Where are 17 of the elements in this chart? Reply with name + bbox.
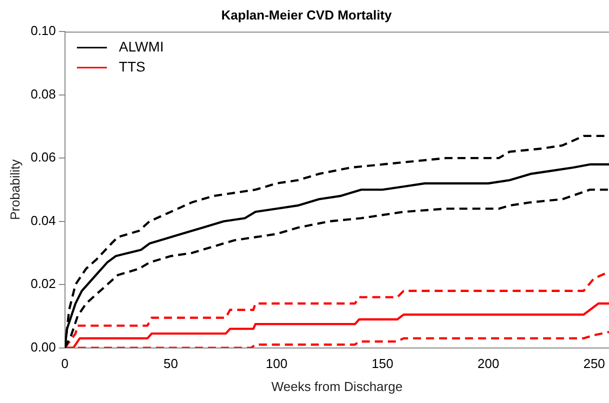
y-tick-label: 0.04	[30, 212, 56, 228]
x-tick-label: 100	[266, 356, 288, 372]
y-axis-title: Probability	[7, 158, 22, 220]
x-axis-title: Weeks from Discharge	[271, 378, 403, 394]
y-tick-label: 0.06	[30, 150, 56, 165]
x-tick-label: 0	[61, 356, 69, 372]
y-tick-label: 0.08	[30, 86, 56, 102]
y-tick-label: 0.10	[30, 23, 56, 38]
y-tick-label: 0.00	[30, 339, 56, 354]
y-tick-label: 0.02	[30, 276, 56, 292]
legend-label: ALWMI	[118, 38, 164, 54]
x-tick-label: 150	[372, 356, 394, 372]
x-tick-label: 50	[164, 356, 178, 372]
x-tick-label: 250	[583, 356, 606, 372]
x-tick-label: 200	[477, 356, 500, 372]
chart-title: Kaplan-Meier CVD Mortality	[221, 7, 392, 22]
legend-label: TTS	[118, 58, 146, 74]
